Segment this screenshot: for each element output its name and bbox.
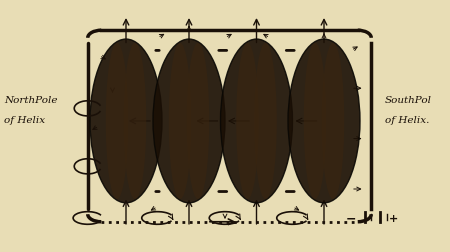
Ellipse shape (90, 39, 162, 203)
Text: of Helix: of Helix (4, 116, 45, 125)
Text: NorthPole: NorthPole (4, 96, 58, 105)
Ellipse shape (187, 43, 209, 199)
Text: −: − (346, 213, 356, 226)
Ellipse shape (169, 43, 191, 199)
Ellipse shape (288, 39, 360, 203)
Ellipse shape (304, 43, 326, 199)
Ellipse shape (254, 43, 277, 199)
Text: +: + (389, 214, 398, 224)
Ellipse shape (236, 43, 259, 199)
Ellipse shape (153, 39, 225, 203)
Ellipse shape (124, 43, 146, 199)
Ellipse shape (322, 43, 344, 199)
Text: SouthPol: SouthPol (385, 96, 432, 105)
Text: of Helix.: of Helix. (385, 116, 429, 125)
Ellipse shape (106, 43, 128, 199)
Ellipse shape (220, 39, 292, 203)
